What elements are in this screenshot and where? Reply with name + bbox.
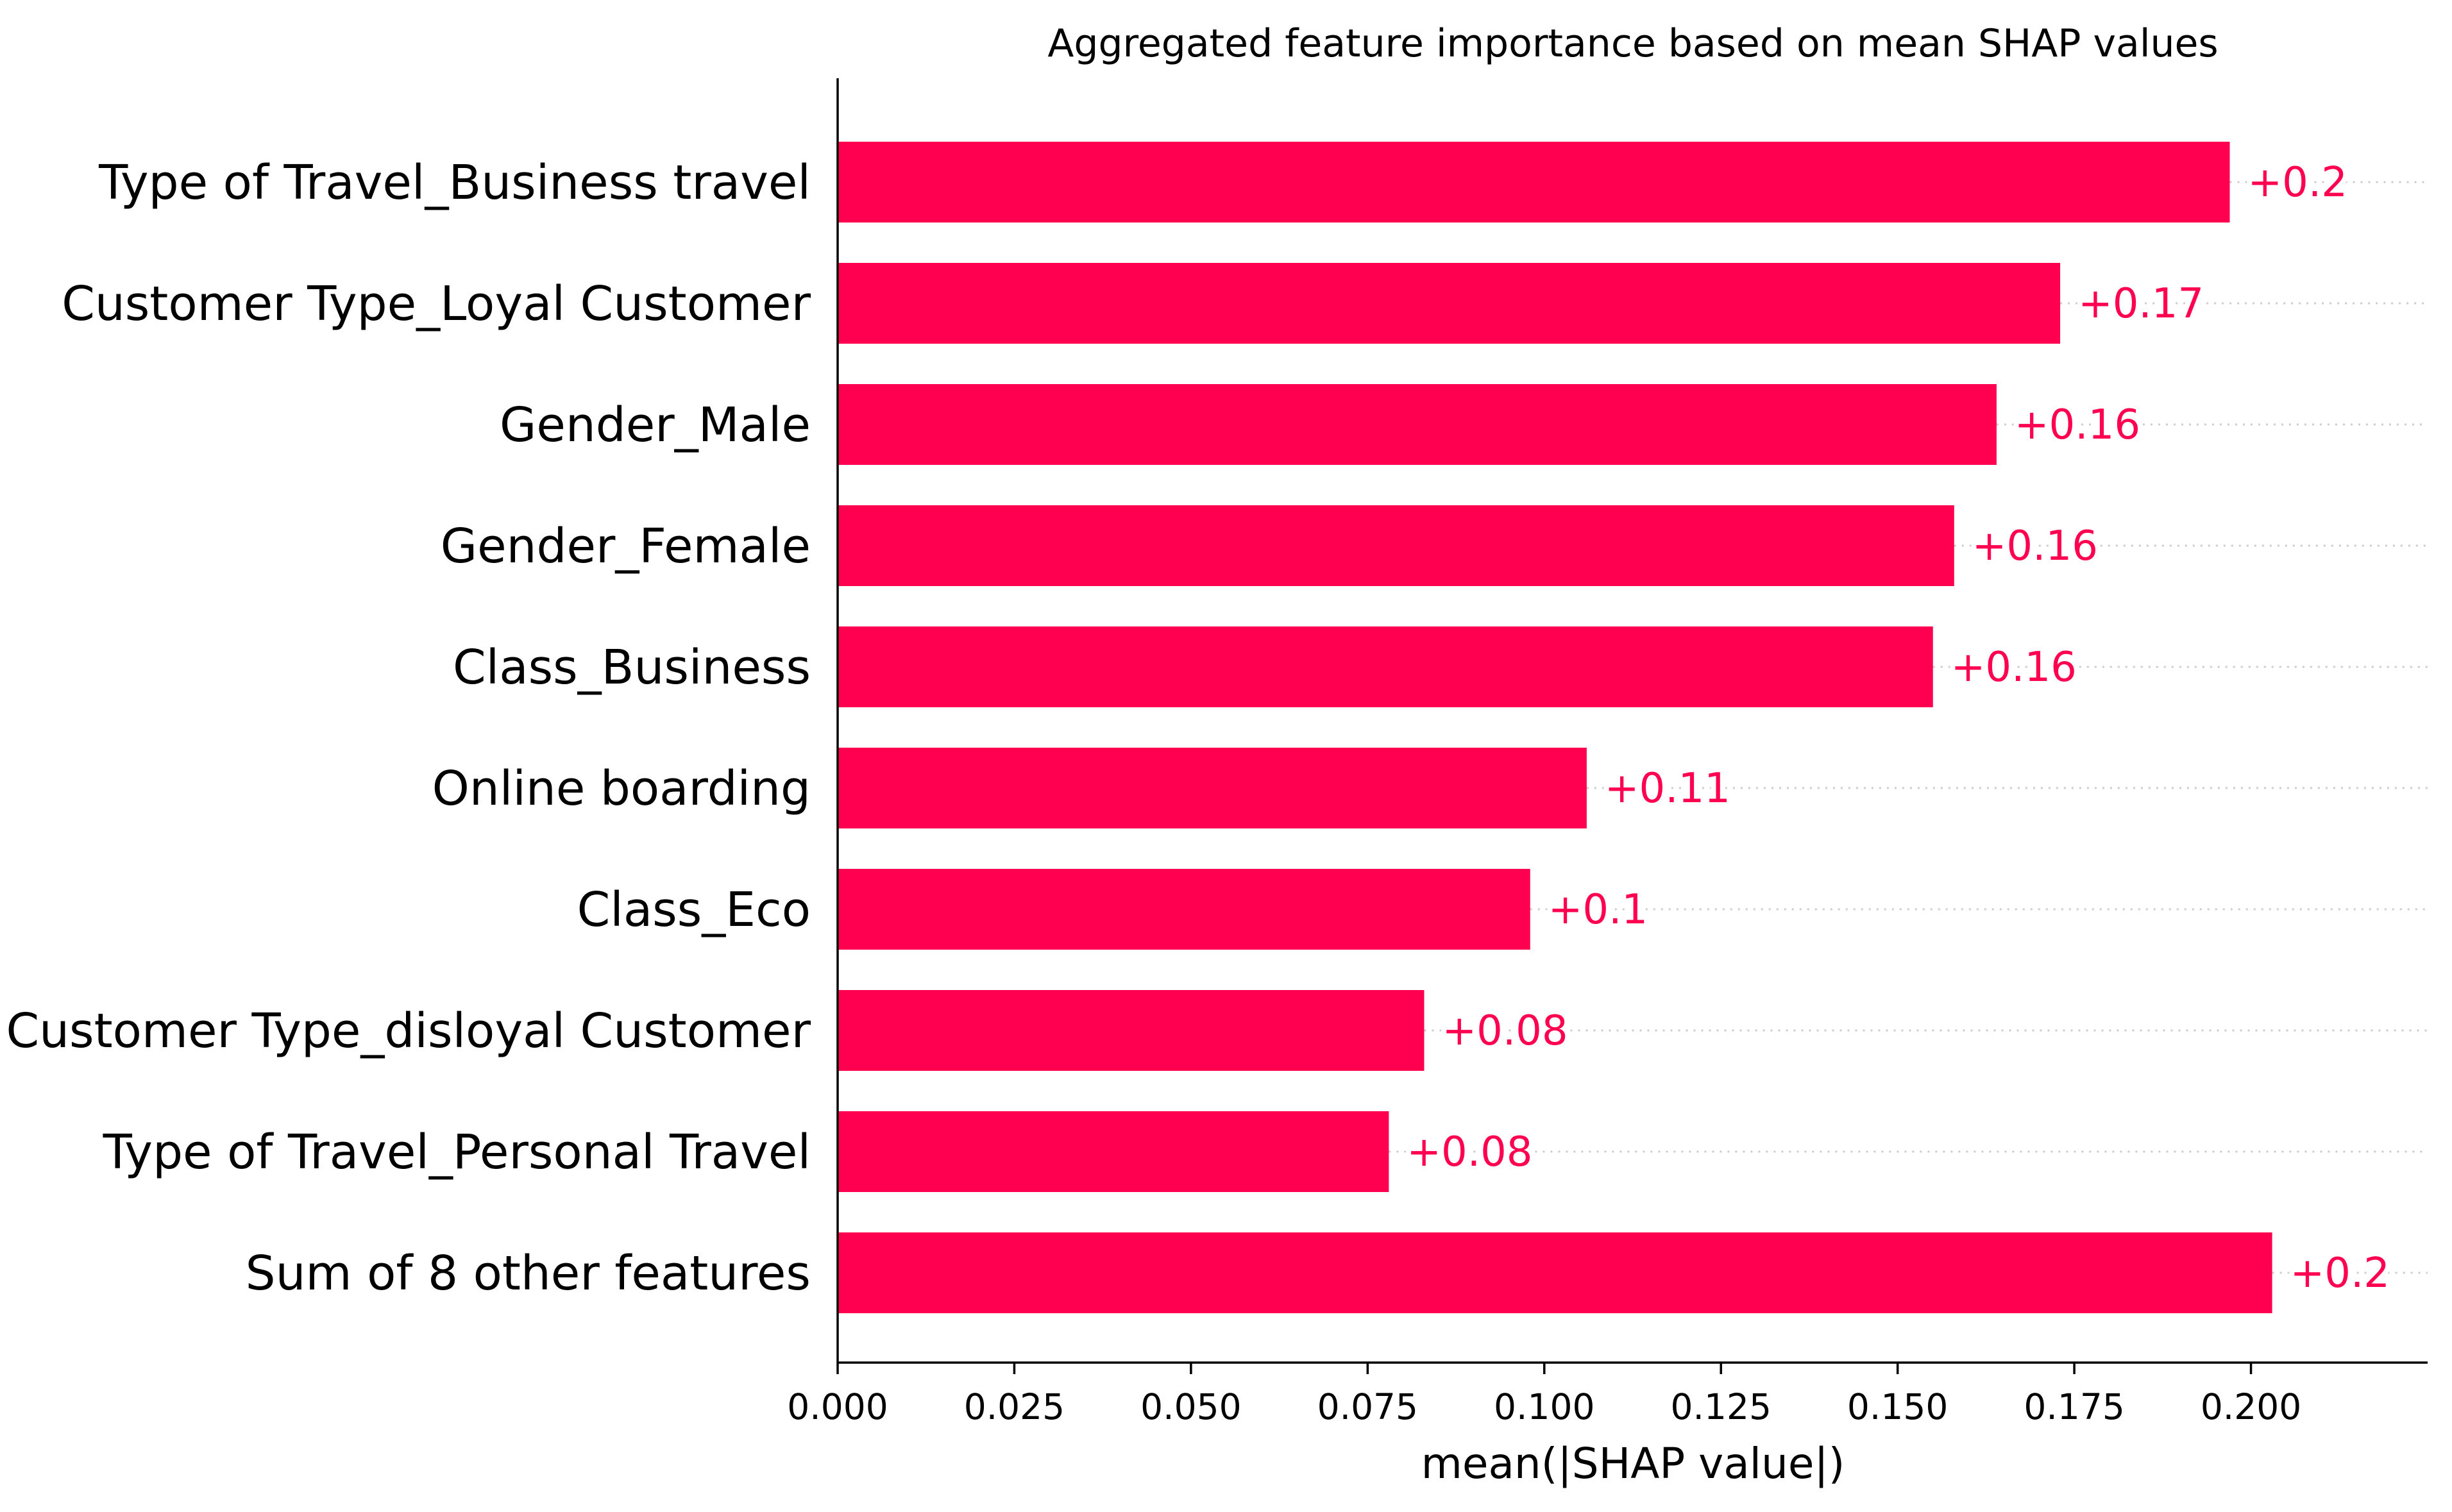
- category-label: Customer Type_disloyal Customer: [6, 1004, 811, 1059]
- category-label: Gender_Female: [441, 519, 811, 574]
- bar: [838, 505, 1954, 586]
- value-labels: +0.2+0.2+0.17+0.17+0.16+0.16+0.16+0.16+0…: [1401, 154, 2395, 1302]
- bar: [838, 1111, 1389, 1192]
- value-label: +0.16: [2015, 401, 2140, 449]
- bar: [838, 626, 1933, 707]
- x-tick-label: 0.050: [1140, 1386, 1241, 1427]
- chart-title: Aggregated feature importance based on m…: [1047, 21, 2218, 66]
- bar: [838, 869, 1530, 950]
- x-tick-label: 0.025: [964, 1386, 1065, 1427]
- value-label-halo: +0.16: [2015, 401, 2140, 449]
- value-label: +0.11: [1605, 765, 1730, 812]
- value-label: +0.17: [2078, 280, 2204, 328]
- value-label-halo: +0.08: [1407, 1129, 1532, 1176]
- value-label: +0.2: [2290, 1250, 2390, 1297]
- x-tick-label: 0.150: [1847, 1386, 1948, 1427]
- category-label: Online boarding: [432, 761, 811, 816]
- bar: [838, 1232, 2272, 1313]
- bar: [838, 748, 1587, 828]
- x-tick-label: 0.175: [2024, 1386, 2124, 1427]
- category-label: Type of Travel_Personal Travel: [103, 1125, 811, 1180]
- value-label-halo: +0.16: [1972, 523, 2098, 570]
- bar: [838, 384, 1997, 465]
- guide-lines: [1389, 181, 2428, 1274]
- y-axis-labels: Type of Travel_Business travel Customer T…: [6, 155, 811, 1301]
- x-tick-label: 0.125: [1670, 1386, 1771, 1427]
- category-label: Customer Type_Loyal Customer: [62, 276, 811, 332]
- x-tick-label: 0.200: [2201, 1386, 2301, 1427]
- x-axis-label: mean(|SHAP value|): [1421, 1439, 1845, 1488]
- bar: [838, 263, 2061, 344]
- bar: [838, 142, 2230, 223]
- value-label-halo: +0.17: [2078, 280, 2204, 328]
- x-tick-label: 0.000: [787, 1386, 888, 1427]
- value-label-halo: +0.11: [1605, 765, 1730, 812]
- value-label-halo: +0.1: [1548, 886, 1648, 934]
- category-label: Gender_Male: [500, 398, 811, 453]
- value-label-halo: +0.16: [1951, 644, 2077, 691]
- category-label: Sum of 8 other features: [246, 1246, 811, 1301]
- x-tick-label: 0.075: [1317, 1386, 1418, 1427]
- value-label: +0.08: [1407, 1129, 1532, 1176]
- value-label: +0.16: [1972, 523, 2098, 570]
- value-label-halo: +0.08: [1442, 1007, 1568, 1055]
- value-label: +0.2: [2248, 159, 2347, 206]
- value-label: +0.16: [1951, 644, 2077, 691]
- category-label: Class_Business: [453, 640, 811, 695]
- x-tick-label: 0.100: [1494, 1386, 1594, 1427]
- value-label-halo: +0.2: [2248, 159, 2347, 206]
- value-label-halo: +0.2: [2290, 1250, 2390, 1297]
- category-label: Class_Eco: [577, 882, 811, 937]
- category-label: Type of Travel_Business travel: [98, 155, 811, 210]
- value-label: +0.08: [1442, 1007, 1568, 1055]
- bar: [838, 990, 1425, 1071]
- x-axis-ticks: 0.000 0.025 0.050 0.075 0.100 0.125 0.150 0.175…: [787, 1363, 2301, 1427]
- bars: [838, 142, 2272, 1313]
- value-label: +0.1: [1548, 886, 1648, 934]
